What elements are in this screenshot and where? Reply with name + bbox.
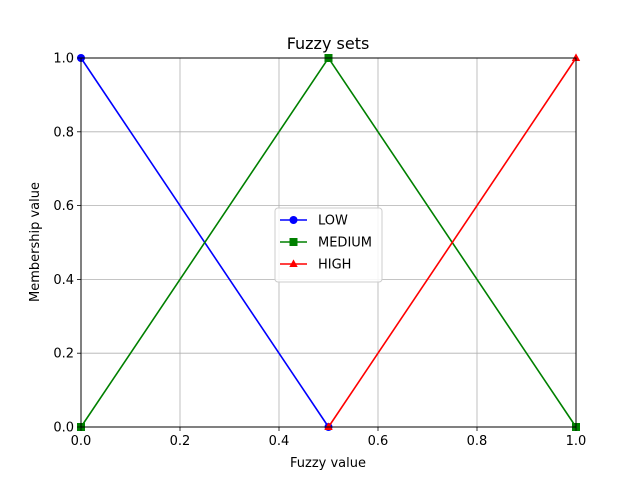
- x-tick-label: 0.4: [269, 434, 290, 449]
- y-tick-label: 1.0: [53, 52, 74, 67]
- legend-item-low: LOW: [280, 214, 348, 229]
- y-axis-label: Membership value: [28, 182, 43, 302]
- legend-item-medium: MEDIUM: [280, 236, 372, 251]
- legend-marker-medium: [289, 238, 298, 246]
- y-tick-label: 0.0: [53, 421, 74, 436]
- y-tick-label: 0.8: [53, 125, 74, 140]
- x-tick-label: 0.8: [467, 434, 488, 449]
- x-axis-label: Fuzzy value: [290, 456, 366, 471]
- y-tick-label: 0.4: [53, 273, 74, 288]
- y-tick-label: 0.6: [53, 199, 74, 214]
- legend-marker-low: [289, 216, 298, 224]
- chart-title: Fuzzy sets: [287, 34, 370, 53]
- legend-label-high: HIGH: [318, 258, 351, 273]
- x-tick-label: 0.2: [170, 434, 191, 449]
- legend: LOW MEDIUM HIGH: [274, 207, 383, 283]
- legend-item-high: HIGH: [280, 258, 351, 273]
- x-tick-label: 1.0: [566, 434, 587, 449]
- x-tick-label: 0.6: [368, 434, 389, 449]
- legend-marker-high: [289, 259, 298, 267]
- series-line-high: [327, 57, 577, 428]
- axis-ticks: 0.0 0.2 0.4 0.6 0.8 1.0 0.0 0.2 0.4 0.6 0.8 1.0: [53, 52, 586, 450]
- legend-label-low: LOW: [318, 214, 348, 229]
- legend-label-medium: MEDIUM: [318, 236, 372, 251]
- y-tick-label: 0.2: [53, 347, 74, 362]
- plot-frame: [80, 57, 577, 428]
- x-tick-label: 0.0: [71, 434, 92, 449]
- data-point-high: [324, 422, 333, 430]
- data-point-high: [571, 53, 581, 61]
- series-high: [324, 53, 581, 430]
